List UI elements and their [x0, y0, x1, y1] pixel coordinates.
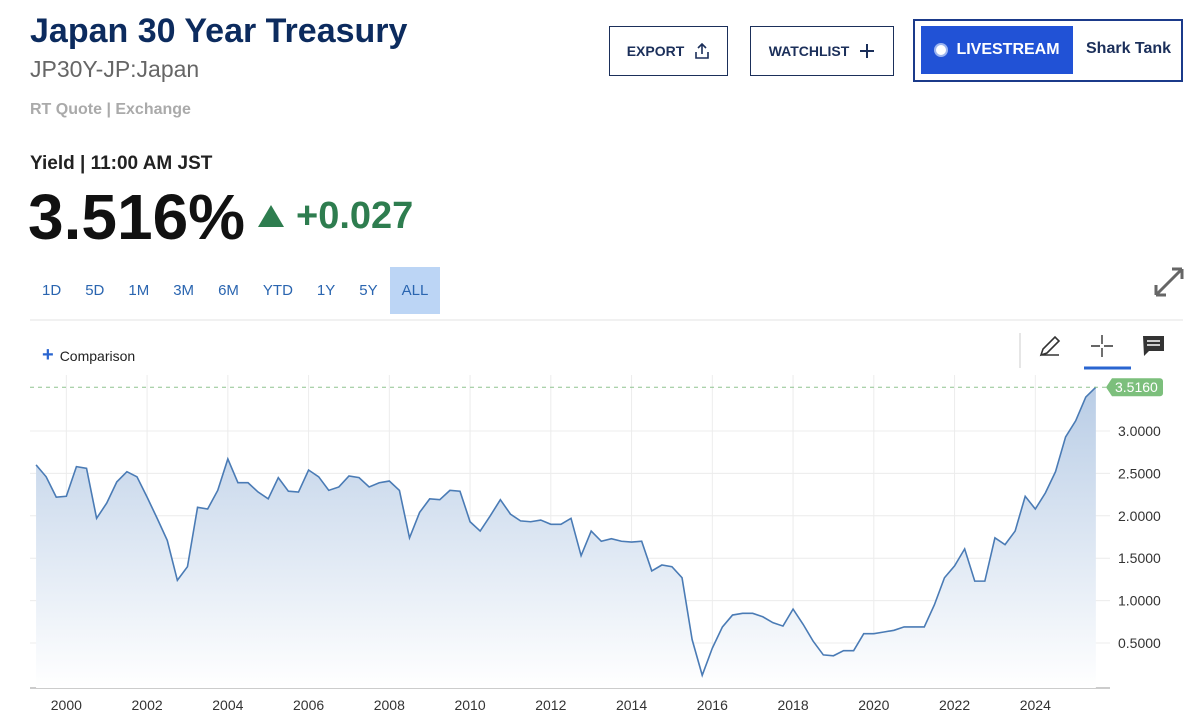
range-button[interactable]: 1Y: [316, 282, 336, 299]
up-arrow: [258, 205, 284, 227]
y-tick-label: 1.5000: [1118, 550, 1161, 566]
export-icon: [695, 43, 710, 59]
icon-path: [1091, 335, 1113, 357]
x-tick-label: 2022: [939, 697, 970, 713]
icon-path: [695, 43, 710, 59]
line: [35, 386, 1097, 678]
livestream-box: [913, 19, 1183, 82]
last-value-tag: [1106, 378, 1163, 397]
livestream-button[interactable]: LIVESTREAM: [921, 26, 1073, 74]
symbol: JP30Y-JP:Japan: [30, 56, 200, 82]
plus: +: [42, 344, 54, 366]
x-tick-label: 2004: [212, 697, 243, 713]
source: RT Quote | Exchange: [30, 101, 191, 118]
dot: [934, 43, 949, 57]
range-button[interactable]: YTD: [262, 282, 293, 299]
expand-icon[interactable]: [1153, 266, 1185, 298]
price: 3.516%: [28, 181, 246, 253]
y-tick-label: 0.5000: [1118, 635, 1161, 651]
draw-icon[interactable]: [1038, 334, 1062, 358]
crosshair-icon[interactable]: [1090, 334, 1114, 358]
range-selector: 1D 5D 1M 3M 6M YTD 1Y 5Y ALL: [30, 267, 441, 314]
x-tick-label: 2000: [51, 697, 82, 713]
title: Japan 30 Year Treasury: [30, 12, 408, 50]
y-tick-label: 2.5000: [1118, 465, 1161, 481]
export-button[interactable]: EXPORT: [609, 26, 728, 76]
show-link[interactable]: Shark Tank: [1086, 40, 1172, 57]
x-tick-label: 2006: [293, 697, 324, 713]
range-button[interactable]: 1D: [42, 282, 62, 299]
x-tick-label: 2012: [535, 697, 566, 713]
button-label: LIVESTREAM: [956, 41, 1060, 58]
icon-path: [1143, 336, 1164, 356]
arrow-shape: [258, 205, 284, 227]
change: +0.027: [296, 195, 414, 237]
comparison-label: Comparison: [59, 347, 136, 364]
icon-path: [1039, 335, 1061, 357]
plus-icon: [860, 44, 875, 58]
x-tick-label: 2010: [454, 697, 485, 713]
range-button[interactable]: 5D: [85, 282, 105, 299]
x-tick-label: 2008: [374, 697, 405, 713]
range-button[interactable]: 5Y: [359, 282, 378, 299]
y-tick-label: 3.0000: [1118, 423, 1161, 439]
y-tick-label: 1.0000: [1118, 593, 1161, 609]
x-tick-label: 2020: [858, 697, 889, 713]
button-label: EXPORT: [626, 43, 685, 59]
icon-path: [1154, 267, 1184, 297]
range-button[interactable]: 3M: [173, 282, 195, 299]
comparison-button[interactable]: + Comparison: [42, 344, 135, 367]
live-dot: [934, 43, 949, 57]
quote-label: Yield | 11:00 AM JST: [30, 153, 213, 174]
icon-path: [1147, 340, 1160, 346]
y-tick-label: 2.0000: [1118, 508, 1161, 524]
x-tick-label: 2024: [1020, 697, 1051, 713]
range-button[interactable]: 6M: [218, 282, 239, 299]
x-tick-label: 2002: [132, 697, 163, 713]
area: [36, 387, 1096, 688]
watchlist-button[interactable]: WATCHLIST: [750, 26, 894, 76]
x-tick-label: 2014: [616, 697, 647, 713]
comment-icon[interactable]: [1142, 335, 1166, 359]
button-label: WATCHLIST: [768, 43, 850, 59]
x-tick-label: 2016: [697, 697, 728, 713]
last-value-label: 3.5160: [1115, 379, 1158, 395]
range-button[interactable]: ALL: [389, 267, 441, 314]
icon-path: [860, 44, 875, 58]
range-button[interactable]: 1M: [128, 282, 150, 299]
x-tick-label: 2018: [777, 697, 808, 713]
